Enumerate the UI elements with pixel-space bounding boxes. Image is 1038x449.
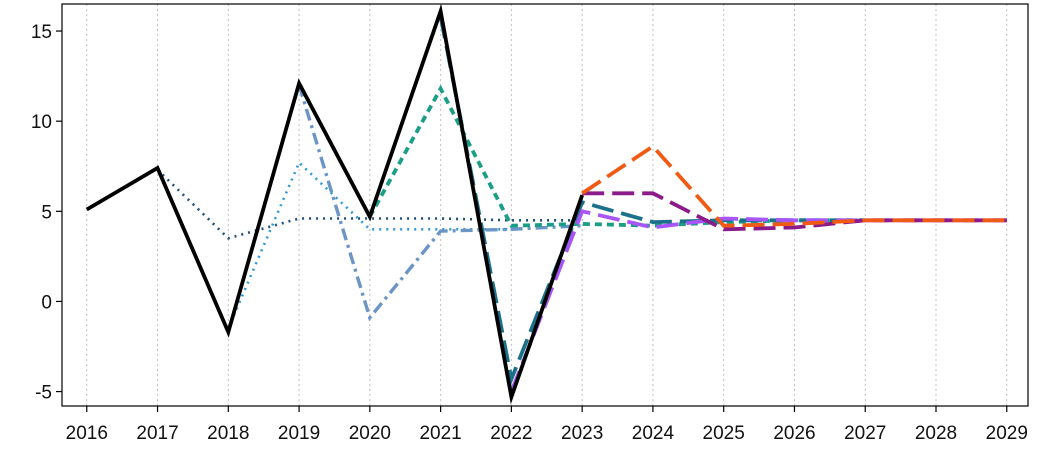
x-tick-label: 2018 bbox=[207, 423, 249, 444]
grid bbox=[86, 4, 1008, 406]
x-tick-label: 2029 bbox=[986, 423, 1028, 444]
series-line-6 bbox=[509, 209, 1007, 393]
x-tick-labels: 2016 2017 2018 2019 2020 2021 2022 2023 2024 2025… bbox=[66, 423, 1028, 444]
y-tick-label: -5 bbox=[35, 383, 52, 404]
series-line-9 bbox=[85, 3, 584, 405]
x-tick-label: 2025 bbox=[703, 423, 745, 444]
plot-frame bbox=[61, 3, 1029, 407]
series-line-1 bbox=[156, 168, 583, 240]
x-tick-label: 2016 bbox=[66, 423, 108, 444]
axes bbox=[56, 3, 1029, 412]
x-tick-label: 2022 bbox=[490, 423, 532, 444]
y-tick-labels: -5 0 5 10 15 bbox=[31, 22, 52, 404]
x-tick-label: 2028 bbox=[915, 423, 957, 444]
x-tick-label: 2027 bbox=[844, 423, 886, 444]
x-tick-label: 2019 bbox=[278, 423, 320, 444]
x-tick-label: 2017 bbox=[136, 423, 178, 444]
x-tick-label: 2026 bbox=[773, 423, 815, 444]
y-tick-label: 5 bbox=[41, 202, 52, 223]
x-tick-label: 2023 bbox=[561, 423, 603, 444]
x-tick-label: 2021 bbox=[419, 423, 461, 444]
series-layer bbox=[85, 3, 1007, 405]
series-line-3 bbox=[297, 84, 583, 322]
x-tick-label: 2024 bbox=[632, 423, 675, 444]
y-tick-label: 10 bbox=[31, 112, 52, 133]
y-tick-label: 0 bbox=[41, 292, 52, 313]
y-tick-label: 15 bbox=[31, 22, 52, 43]
series-line-8 bbox=[581, 143, 1007, 228]
series-line-5 bbox=[438, 16, 866, 386]
x-tick-label: 2020 bbox=[349, 423, 391, 444]
series-line-4 bbox=[368, 84, 866, 228]
